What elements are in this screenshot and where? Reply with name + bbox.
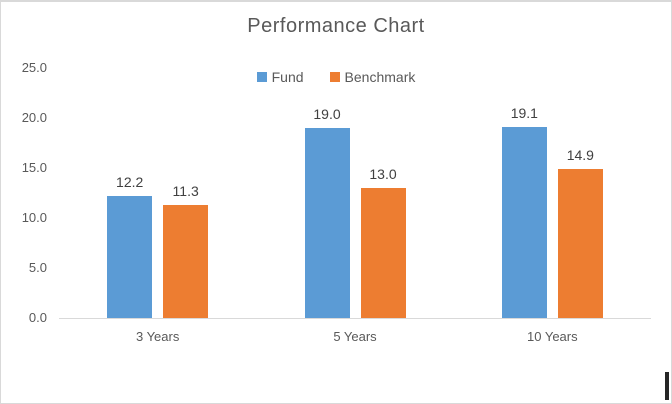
legend-swatch-icon [329,72,340,82]
category-label: 3 Years [135,329,180,344]
category-label: 10 Years [527,329,578,344]
bar-benchmark-10-years [557,169,603,318]
data-label: 14.9 [566,147,594,163]
category-label: 5 Years [333,329,377,344]
y-tick-label: 25.0 [21,60,47,75]
y-tick-label: 5.0 [28,260,47,275]
y-tick-label: 20.0 [21,110,47,125]
data-label: 13.0 [369,166,397,182]
y-tick-label: 0.0 [28,310,47,325]
dark-edge-mark [665,372,669,400]
data-label: 19.0 [313,106,341,122]
bar-benchmark-3-years [163,205,209,318]
chart-title: Performance Chart [247,15,425,37]
bar-benchmark-5-years [360,188,406,318]
data-label: 12.2 [116,174,144,190]
data-label: 11.3 [172,183,199,199]
legend-label: Fund [271,69,304,85]
legend-label: Benchmark [344,69,416,85]
legend-swatch-icon [256,72,267,82]
bar-fund-3-years [107,196,153,318]
y-tick-label: 10.0 [21,210,47,225]
data-label: 19.1 [510,105,538,121]
x-axis-line [59,318,651,319]
bar-fund-10-years [501,127,547,318]
legend-item-benchmark: Benchmark [329,69,416,85]
chart-legend: Fund Benchmark [1,69,671,85]
y-tick-label: 15.0 [21,160,47,175]
legend-item-fund: Fund [256,69,304,85]
bar-fund-5-years [304,128,350,318]
